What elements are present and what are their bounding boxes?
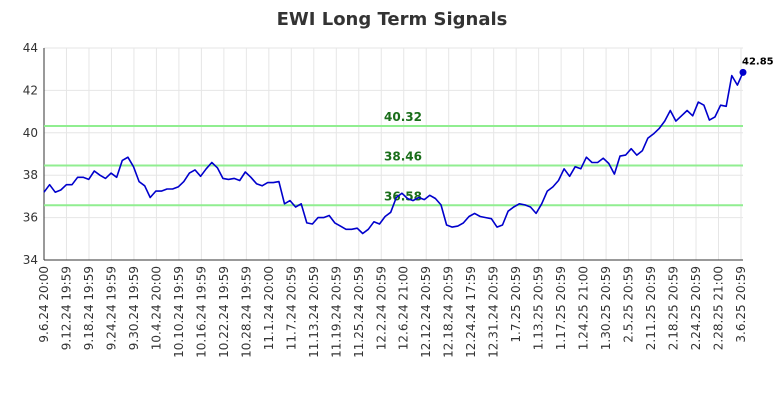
x-axis: 9.6.24 20:00 9.12.24 19:59 9.18.24 19:59 9.… [37,259,748,358]
x-tick-label: 12.2.24 20:59 [374,266,388,350]
x-tick-label: 3.6.25 20:59 [734,266,748,343]
x-tick-label: 11.1.24 20:00 [262,266,276,350]
x-tick-label: 10.4.24 20:00 [149,266,163,350]
x-tick-label: 11.25.24 20:59 [352,266,366,358]
x-tick-label: 2.11.25 20:59 [644,266,658,350]
x-tick-label: 12.12.24 20:59 [419,266,433,358]
x-tick-label: 10.16.24 19:59 [194,266,208,358]
signal-level-label: 40.32 [384,110,422,124]
x-tick-label: 9.18.24 19:59 [82,266,96,350]
x-tick-label: 11.7.24 20:59 [284,266,298,350]
last-point-marker [739,68,747,76]
x-tick-label: 10.10.24 19:59 [172,266,186,358]
x-tick-label: 1.24.25 21:00 [577,266,591,350]
last-point-label: 42.85 [742,56,774,67]
x-tick-label: 9.6.24 20:00 [37,266,51,343]
x-tick-label: 12.18.24 20:59 [442,266,456,358]
x-tick-label: 2.28.25 21:00 [712,266,726,350]
x-tick-label: 1.30.25 20:59 [599,266,613,350]
x-tick-label: 10.22.24 19:59 [217,266,231,358]
x-tick-label: 10.28.24 19:59 [239,266,253,358]
signal-levels: 40.32 38.46 36.58 [44,110,743,207]
x-tick-label: 1.17.25 20:59 [554,266,568,350]
y-tick-label: 36 [23,211,38,225]
y-axis: 34 36 38 40 42 44 [23,41,45,267]
x-tick-label: 11.19.24 20:59 [329,266,343,358]
y-tick-label: 38 [23,168,38,182]
price-line [43,72,744,235]
x-tick-label: 9.30.24 19:59 [127,266,141,350]
x-tick-label: 12.31.24 20:59 [487,266,501,358]
y-tick-label: 42 [23,83,38,97]
x-tick-label: 9.12.24 19:59 [59,266,73,350]
x-tick-label: 1.7.25 20:59 [509,266,523,343]
x-tick-label: 11.13.24 20:59 [307,266,321,358]
price-series: 42.85 [43,56,774,235]
x-tick-label: 2.5.25 20:59 [622,266,636,343]
x-tick-label: 1.13.25 20:59 [532,266,546,350]
x-tick-label: 12.24.24 17:59 [464,266,478,358]
y-tick-label: 44 [23,41,38,55]
signal-level-label: 36.58 [384,189,422,203]
y-tick-label: 40 [23,126,38,140]
x-tick-label: 9.24.24 19:59 [104,266,118,350]
signal-level-label: 38.46 [384,149,422,163]
x-tick-label: 2.24.25 20:59 [689,266,703,350]
x-tick-label: 2.18.25 20:59 [667,266,681,350]
chart-title: EWI Long Term Signals [277,9,508,30]
x-tick-label: 12.6.24 21:00 [397,266,411,350]
grid [43,47,743,261]
y-tick-label: 34 [23,253,38,267]
